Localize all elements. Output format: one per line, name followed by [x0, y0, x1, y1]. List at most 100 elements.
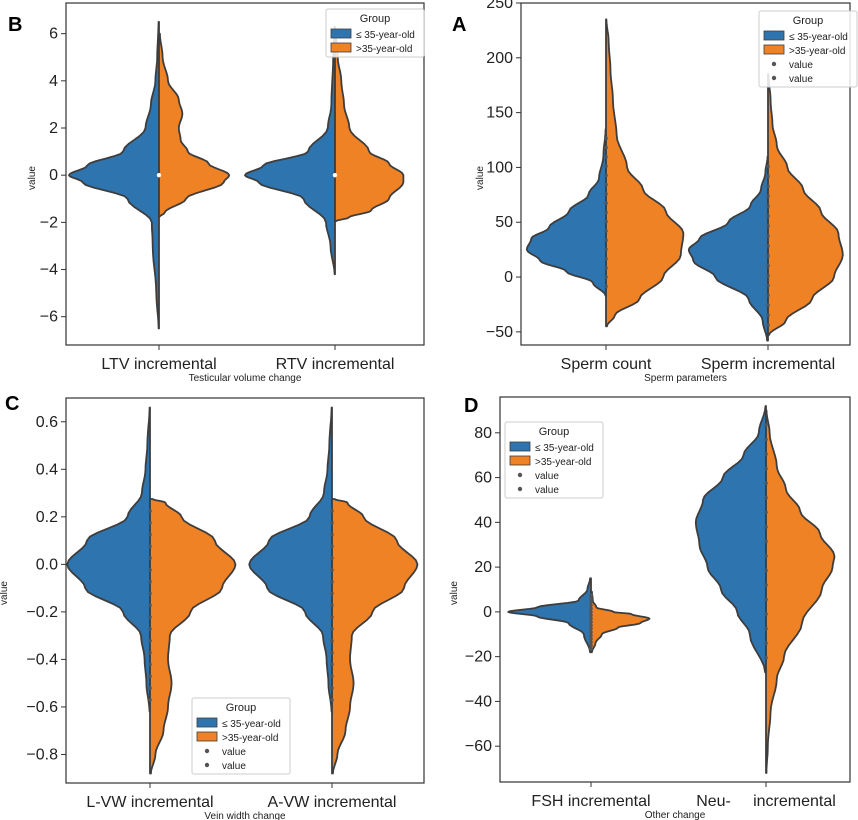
y-tick-label: 0.6	[36, 414, 58, 431]
value-point	[330, 698, 334, 702]
y-axis-label: value	[449, 581, 460, 605]
y-axis-label: value	[0, 581, 10, 605]
value-point	[764, 495, 768, 500]
y-tick-label: −6	[40, 309, 58, 326]
y-tick-label: −0.4	[26, 651, 58, 668]
x-axis-label: Testicular volume change	[189, 373, 302, 384]
legend-title: Group	[793, 15, 824, 27]
value-point	[148, 579, 152, 584]
plot-frame	[520, 2, 851, 346]
value-point	[766, 263, 770, 268]
value-point	[764, 568, 768, 573]
legend: Group ≤ 35-year-old >35-year-old value value	[504, 421, 604, 499]
value-point	[148, 615, 152, 619]
legend-marker	[771, 61, 777, 67]
value-point	[766, 194, 770, 198]
x-axis-label: Sperm parameters	[644, 373, 727, 384]
y-tick-label: 6	[49, 26, 58, 43]
panel-letter: B	[8, 14, 22, 36]
violin-old	[149, 498, 237, 775]
value-point	[330, 568, 334, 572]
value-point	[766, 323, 770, 328]
legend-entry: >35-year-old	[535, 457, 591, 468]
value-point	[766, 164, 770, 169]
legend-marker	[204, 748, 210, 754]
value-point	[604, 238, 608, 242]
legend-swatch	[196, 731, 218, 742]
value-point	[604, 229, 608, 233]
y-tick-label: 4	[49, 73, 58, 90]
legend-entry: ≤ 35-year-old	[222, 719, 281, 730]
y-tick-label: −0.8	[26, 746, 58, 763]
panel-B: B −6 −4 −2 0 2 4 6 value LTV incremental RTV incre…	[8, 2, 425, 384]
value-point	[766, 303, 770, 308]
value-point	[764, 466, 768, 471]
panel-C: C −0.8 −0.6 −0.4 −0.2 0.0 0.2 0.4 0.6 value L-VW i…	[0, 393, 425, 820]
violin-young	[507, 577, 592, 654]
legend-entry: >35-year-old	[789, 46, 845, 57]
category-label: Sperm count	[561, 356, 652, 373]
violin-old	[767, 73, 844, 336]
value-point	[589, 603, 593, 607]
value-point	[589, 626, 593, 631]
value-point	[764, 539, 768, 544]
y-tick-label: 200	[486, 50, 513, 67]
value-point	[604, 247, 608, 252]
value-point	[589, 630, 593, 634]
value-point	[148, 650, 152, 655]
y-tick-label: 40	[474, 514, 492, 531]
value-point	[764, 437, 768, 442]
category-label: LTV incremental	[101, 356, 216, 373]
value-point	[766, 253, 770, 258]
legend-marker	[517, 472, 523, 478]
value-point	[764, 510, 768, 515]
plot-frame	[499, 396, 851, 783]
panel-letter: C	[5, 393, 19, 415]
plot-frame	[65, 2, 425, 346]
y-tick-label: 0	[49, 167, 58, 184]
legend-swatch	[763, 30, 785, 41]
panel-letter: A	[452, 14, 466, 36]
legend-box	[191, 697, 291, 775]
value-point	[330, 603, 334, 608]
value-point	[766, 313, 770, 318]
legend-title: Group	[360, 13, 391, 25]
legend: Group ≤ 35-year-old >35-year-old	[325, 8, 425, 58]
legend-swatch	[763, 44, 785, 55]
violin-young	[694, 405, 767, 674]
y-tick-label: 0.4	[36, 461, 58, 478]
value-point	[330, 579, 334, 584]
value-point	[148, 591, 152, 596]
value-point	[766, 224, 770, 228]
violin-young	[525, 128, 607, 297]
y-tick-label: 0	[483, 604, 492, 621]
category-label: L-VW incremental	[86, 794, 213, 811]
y-tick-label: 50	[495, 214, 513, 231]
value-point	[766, 293, 770, 298]
y-tick-label: −4	[40, 262, 58, 279]
y-tick-label: −0.2	[26, 604, 58, 621]
value-point	[330, 650, 334, 655]
median-point	[332, 172, 338, 178]
y-tick-label: −50	[486, 324, 513, 341]
value-point	[764, 626, 768, 631]
value-point	[330, 532, 334, 537]
value-point	[148, 662, 152, 667]
violin-old	[158, 32, 231, 218]
value-point	[330, 627, 334, 631]
value-point	[148, 544, 152, 549]
value-point	[148, 686, 152, 690]
value-point	[766, 204, 770, 208]
value-point	[766, 273, 770, 278]
value-point	[330, 544, 334, 549]
y-tick-label: 250	[486, 0, 513, 12]
value-point	[589, 620, 593, 624]
value-point	[604, 192, 608, 196]
category-label: A-VW incremental	[268, 794, 397, 811]
value-point	[589, 593, 593, 597]
legend-entry: value	[222, 747, 246, 758]
value-point	[589, 596, 593, 601]
y-tick-label: −0.6	[26, 699, 58, 716]
